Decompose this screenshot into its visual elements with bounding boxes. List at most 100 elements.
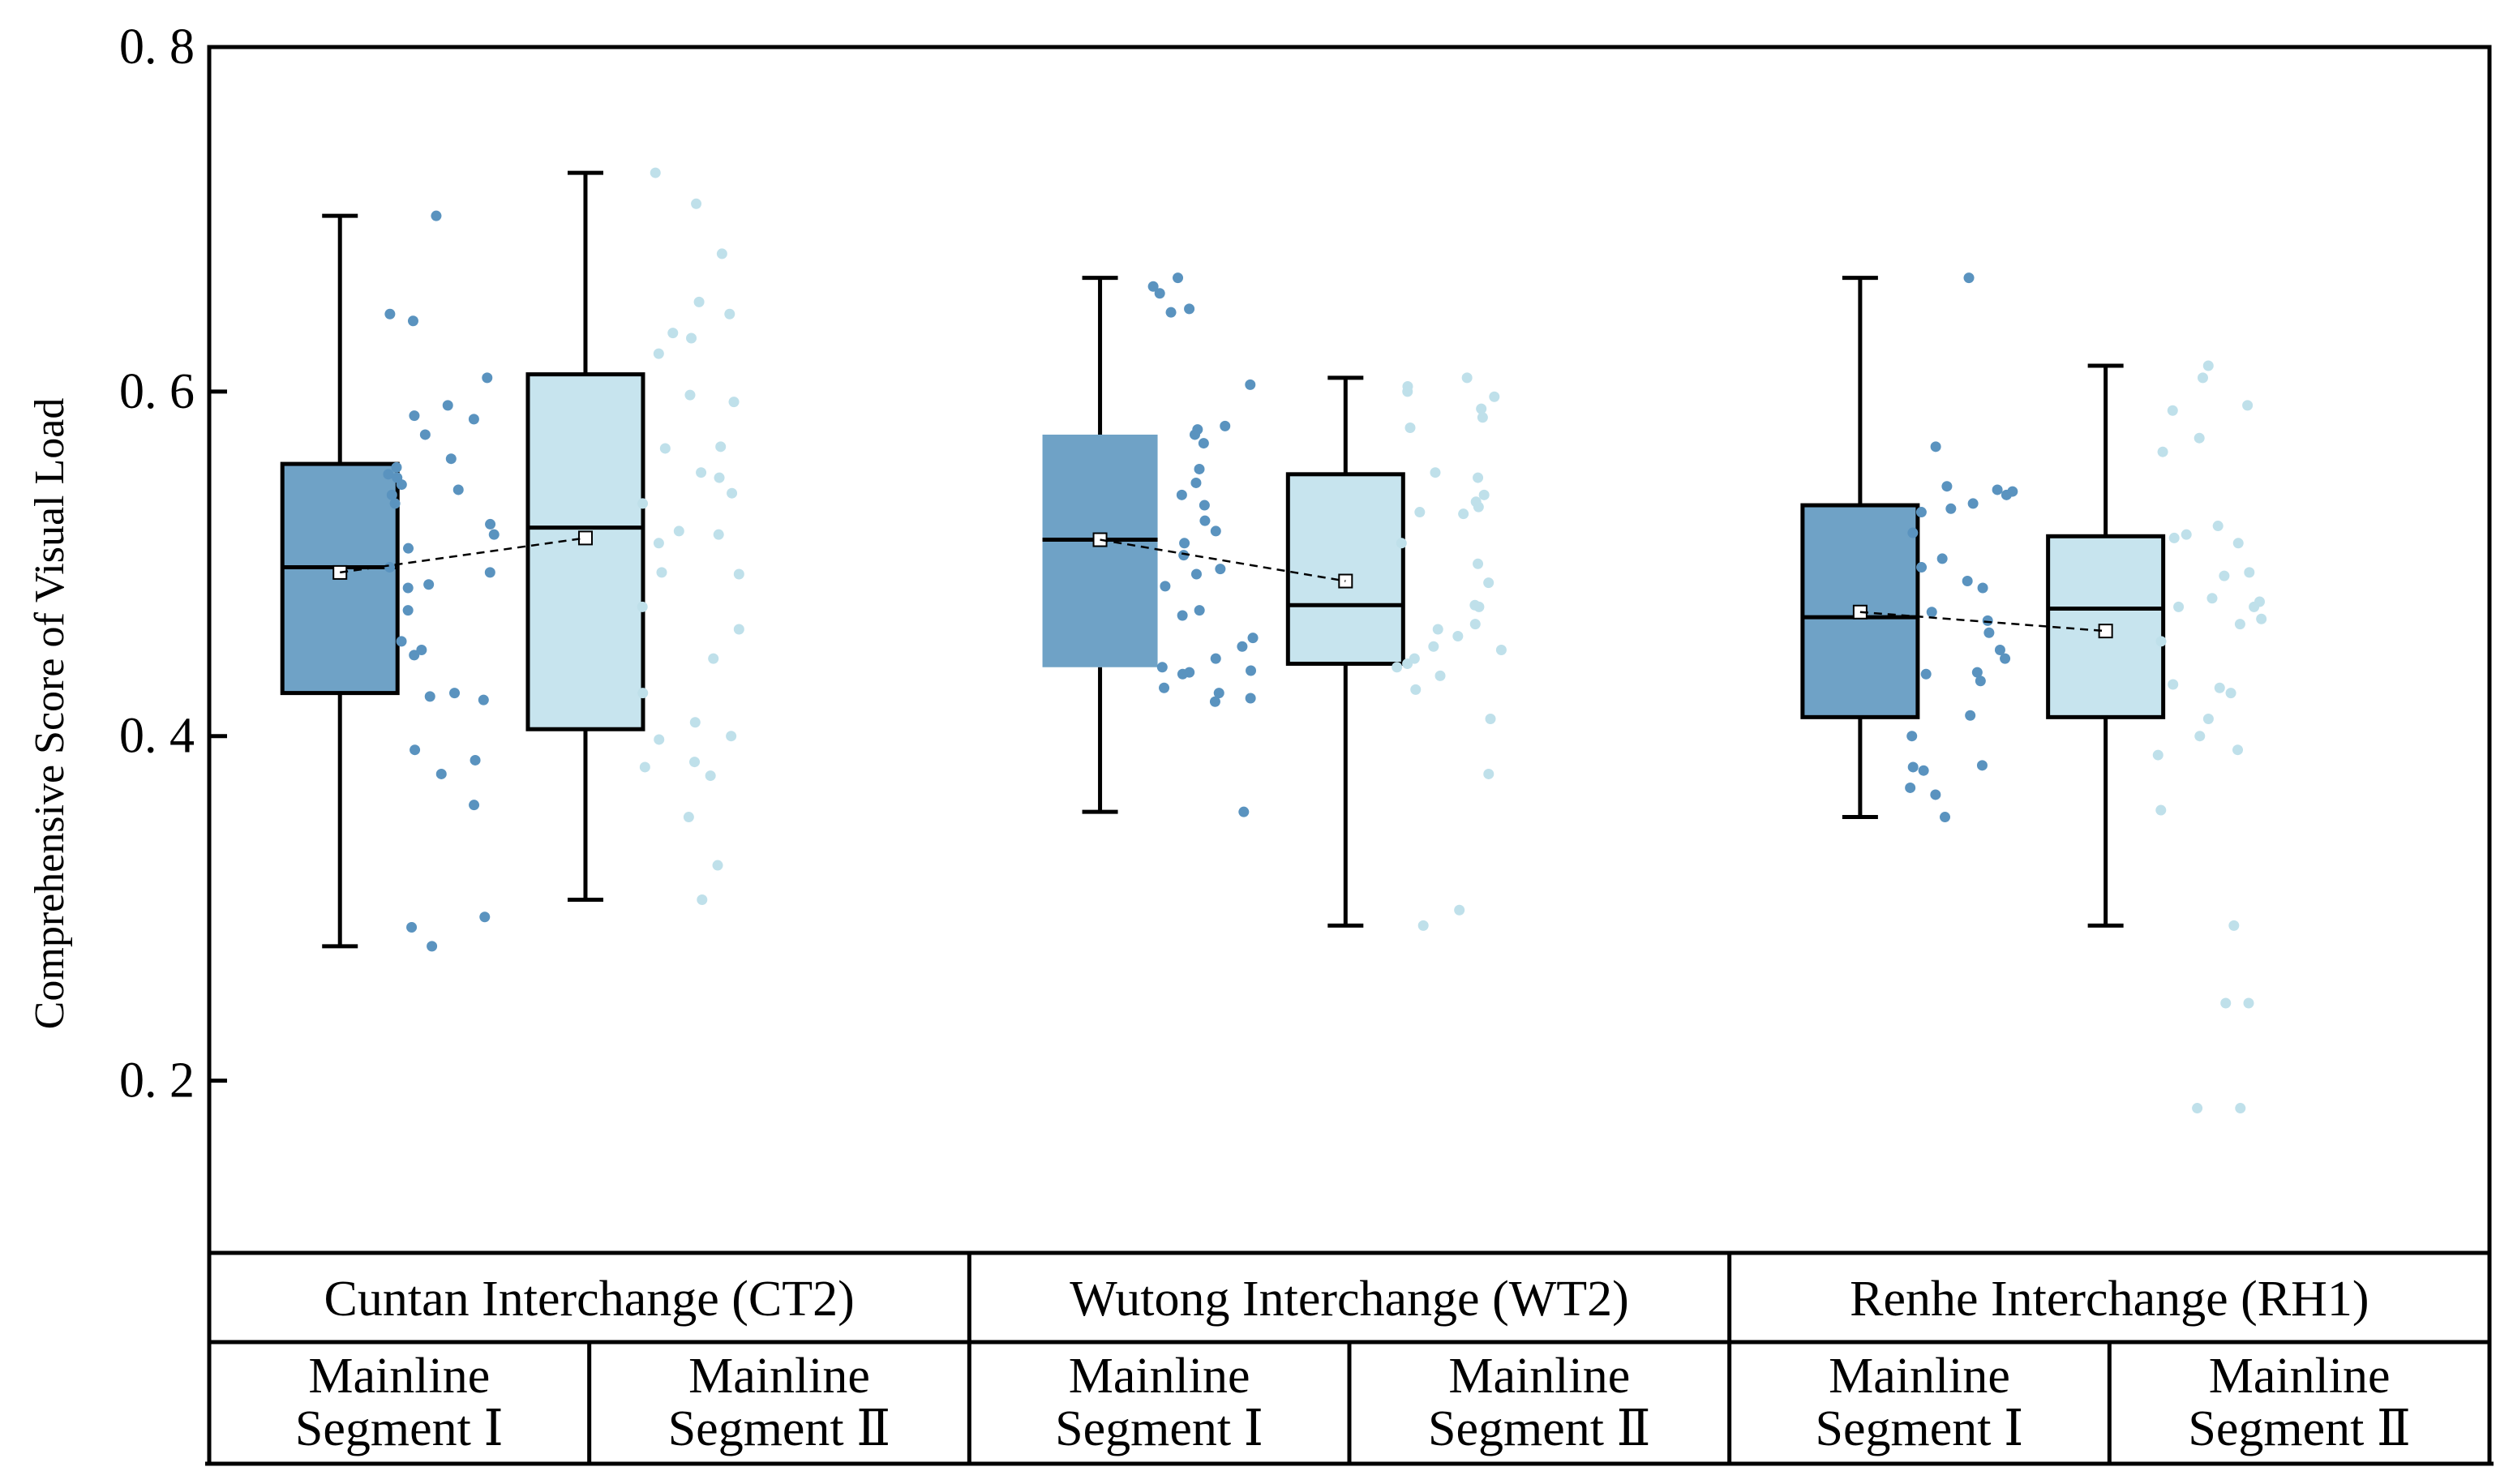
box-iqr	[280, 461, 400, 696]
data-point	[1430, 467, 1441, 478]
data-point	[715, 441, 727, 452]
data-point	[1402, 386, 1413, 397]
data-point	[1198, 438, 1209, 449]
data-point	[1215, 564, 1226, 575]
data-point	[1245, 379, 1256, 390]
segment-label-line2: Segment Ⅱ	[2188, 1401, 2411, 1456]
data-point	[1982, 615, 1993, 626]
data-point	[724, 308, 735, 320]
data-point	[1160, 581, 1171, 592]
data-point	[1156, 662, 1168, 673]
data-point	[650, 167, 661, 178]
data-point	[1930, 441, 1941, 452]
data-point	[1965, 710, 1976, 721]
data-point	[409, 650, 420, 661]
data-point	[402, 605, 414, 616]
data-point	[478, 694, 489, 706]
data-point	[423, 579, 435, 590]
segment-label-line2: Segment Ⅰ	[1816, 1401, 2024, 1456]
box-iqr	[1285, 472, 1405, 666]
data-point	[697, 894, 708, 906]
data-point	[2173, 601, 2185, 612]
data-point	[656, 567, 667, 578]
data-point	[659, 443, 671, 454]
data-point	[1194, 605, 1205, 616]
data-point	[1915, 507, 1927, 518]
data-point	[410, 744, 421, 756]
data-point	[383, 469, 394, 480]
data-point	[713, 529, 724, 540]
data-point	[2001, 489, 2012, 500]
segment-label-line2: Segment Ⅰ	[1055, 1401, 1263, 1456]
data-point	[683, 812, 694, 823]
data-point	[1473, 472, 1484, 483]
data-point	[488, 529, 500, 540]
data-point	[1177, 610, 1188, 621]
data-point	[1940, 812, 1951, 823]
data-point	[2192, 1103, 2203, 1114]
data-point	[733, 568, 744, 580]
data-point	[1190, 568, 1202, 580]
data-point	[431, 210, 442, 221]
box-iqr	[2046, 534, 2166, 719]
data-point	[396, 636, 407, 647]
data-point	[1489, 391, 1500, 402]
data-point	[689, 717, 701, 728]
data-point	[1483, 577, 1495, 589]
data-point	[2212, 521, 2224, 532]
data-point	[1410, 684, 1422, 695]
data-point	[2244, 567, 2255, 578]
segment-label-line2: Segment Ⅰ	[295, 1401, 504, 1456]
data-point	[384, 308, 396, 320]
data-point	[716, 248, 727, 259]
data-point	[1971, 667, 1983, 678]
data-point	[452, 484, 464, 495]
data-point	[1199, 515, 1211, 526]
data-point	[407, 315, 418, 327]
box-series-5	[1800, 272, 2018, 823]
data-point	[1976, 760, 1988, 771]
data-point	[1402, 658, 1413, 669]
data-point	[1992, 484, 2003, 495]
data-point	[2168, 679, 2179, 690]
data-point	[673, 525, 684, 537]
data-point	[2235, 1103, 2246, 1114]
data-point	[2242, 400, 2254, 411]
data-point	[1392, 662, 1403, 673]
data-point	[2194, 432, 2205, 444]
data-point	[391, 461, 402, 473]
data-point	[2232, 744, 2244, 756]
segment-label-line1: Mainline	[1448, 1349, 1630, 1404]
data-point	[712, 860, 723, 871]
data-point	[2167, 405, 2178, 416]
data-point	[1173, 272, 1184, 284]
data-point	[1907, 761, 1919, 773]
data-point	[733, 624, 744, 635]
segment-label-line1: Mainline	[1829, 1349, 2010, 1404]
data-point	[2220, 997, 2232, 1009]
box-series-3	[1042, 272, 1259, 817]
data-point	[1194, 463, 1205, 474]
data-point	[2234, 619, 2245, 630]
segment-label-line1: Mainline	[1069, 1349, 1250, 1404]
y-axis-label: Comprehensive Score of Visual Load	[27, 398, 73, 1030]
data-point	[637, 601, 648, 612]
data-point	[1189, 429, 1200, 440]
group-label: Renhe Interchange (RH1)	[1850, 1272, 2369, 1327]
data-point	[442, 400, 453, 411]
data-point	[2197, 372, 2208, 384]
data-point	[1461, 372, 1473, 384]
data-point	[1967, 498, 1979, 509]
data-point	[689, 757, 701, 768]
data-point	[1920, 668, 1932, 680]
data-point	[449, 688, 461, 699]
data-point	[686, 332, 697, 344]
data-point	[2214, 682, 2225, 693]
group-label: Cuntan Interchange (CT2)	[324, 1272, 855, 1327]
data-point	[1485, 713, 1496, 724]
segment-label-line2: Segment Ⅱ	[1428, 1401, 1651, 1456]
data-point	[637, 688, 649, 699]
data-point	[2249, 601, 2260, 612]
data-point	[1414, 507, 1426, 518]
